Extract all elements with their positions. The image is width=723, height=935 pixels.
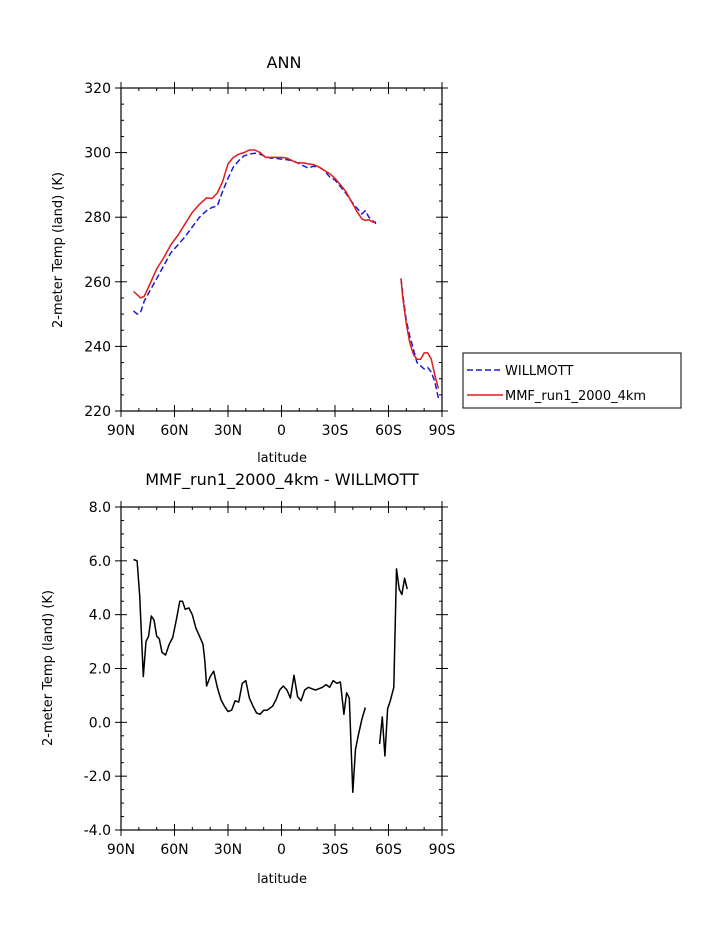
difference-panel: MMF_run1_2000_4km - WILLMOTT -4.0 -2.0 0.0…	[41, 470, 455, 887]
legend-label-mmf: MMF_run1_2000_4km	[505, 389, 646, 404]
top-x-axis-label: latitude	[257, 451, 307, 466]
bottom-x-tick-label: 30N	[214, 842, 242, 858]
top-y-tick-label: 260	[84, 275, 111, 291]
bottom-series-0-segment-1-line	[378, 568, 408, 757]
top-y-ticks: 220 240 260 280 300 320	[84, 81, 448, 420]
top-series-1-segment-0-line	[133, 149, 376, 299]
top-series-lines	[133, 149, 440, 399]
top-plot-frame	[120, 87, 443, 412]
bottom-x-tick-label: 0	[277, 842, 286, 858]
bottom-y-axis-label: 2-meter Temp (land) (K)	[41, 590, 56, 746]
top-y-tick-label: 300	[84, 146, 111, 162]
bottom-series-lines	[133, 558, 408, 794]
top-y-tick-label: 320	[84, 81, 111, 97]
bottom-y-tick-label: -4.0	[84, 823, 111, 839]
bottom-x-axis-label: latitude	[257, 872, 307, 887]
bottom-x-ticks: 90N 60N 30N 0 30S 60S 90S	[107, 501, 456, 858]
bottom-y-tick-label: 4.0	[89, 608, 111, 624]
top-x-tick-label: 0	[277, 423, 286, 439]
top-x-tick-label: 90N	[107, 423, 135, 439]
bottom-x-tick-label: 60S	[375, 842, 402, 858]
top-x-tick-label: 90S	[429, 423, 456, 439]
legend-box	[462, 352, 682, 409]
top-x-tick-label: 60S	[375, 423, 402, 439]
top-series-1-segment-1-line	[400, 278, 440, 389]
top-x-tick-label: 30N	[214, 423, 242, 439]
top-y-tick-label: 280	[84, 210, 111, 226]
bottom-y-ticks: -4.0 -2.0 0.0 2.0 4.0 6.0 8.0	[84, 500, 448, 839]
top-y-axis-label: 2-meter Temp (land) (K)	[51, 172, 66, 328]
top-x-tick-label: 60N	[160, 423, 188, 439]
top-chart-title: ANN	[267, 53, 302, 72]
bottom-y-tick-label: 2.0	[89, 662, 111, 678]
bottom-y-tick-label: 8.0	[89, 500, 111, 516]
top-x-tick-label: 30S	[322, 423, 349, 439]
bottom-y-tick-label: 0.0	[89, 715, 111, 731]
bottom-x-tick-label: 90N	[107, 842, 135, 858]
bottom-y-tick-label: -2.0	[84, 769, 111, 785]
top-y-tick-label: 240	[84, 339, 111, 355]
top-y-tick-label: 220	[84, 404, 111, 420]
top-x-ticks: 90N 60N 30N 0 30S 60S 90S	[107, 82, 456, 439]
bottom-y-tick-label: 6.0	[89, 554, 111, 570]
bottom-chart-title: MMF_run1_2000_4km - WILLMOTT	[145, 470, 419, 490]
top-series-0-segment-1-line	[400, 278, 440, 399]
legend: WILLMOTT MMF_run1_2000_4km	[462, 352, 682, 409]
bottom-x-tick-label: 60N	[160, 842, 188, 858]
bottom-x-tick-label: 30S	[322, 842, 349, 858]
bottom-x-tick-label: 90S	[429, 842, 456, 858]
top-series-0-segment-0-line	[133, 152, 377, 315]
legend-label-willmott: WILLMOTT	[505, 364, 573, 379]
bottom-series-0-segment-0-line	[133, 558, 367, 794]
